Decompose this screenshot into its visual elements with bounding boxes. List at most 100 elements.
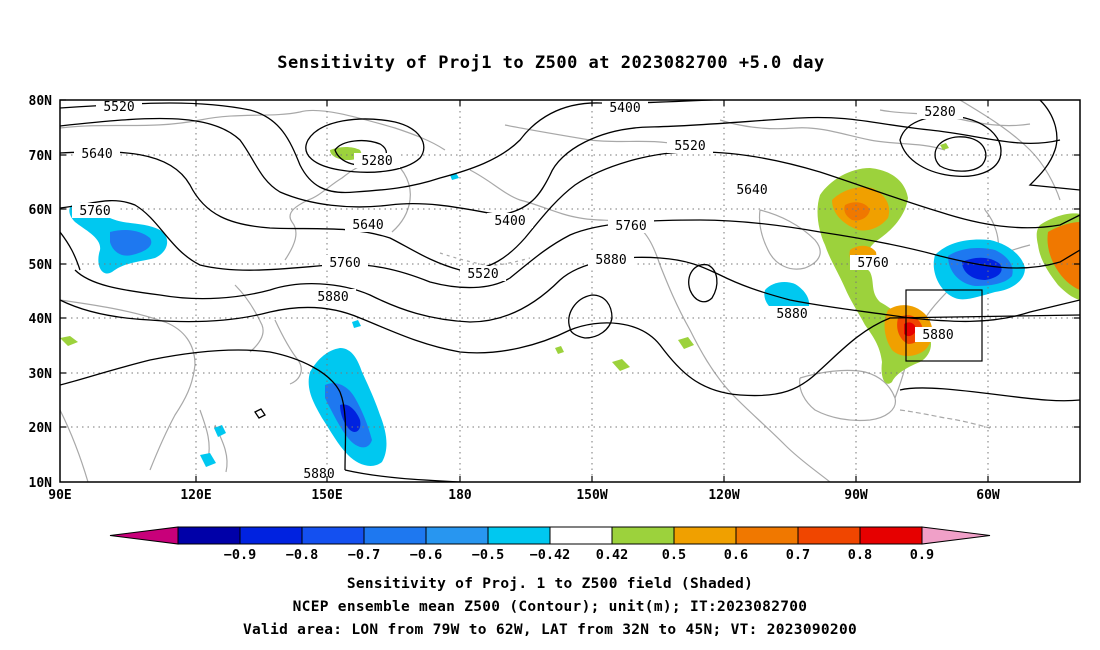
svg-text:5280: 5280: [361, 154, 392, 169]
lat-label-80n: 80N: [29, 94, 53, 109]
contour-label: 5520: [96, 99, 142, 115]
colorbar-label: 0.7: [786, 547, 810, 563]
z500-contours: [60, 100, 1080, 482]
longitude-labels: 90E 120E 150E 180 150W 120W 90W 60W: [48, 488, 1000, 503]
contour-labels: 5520 5640 5760 5280 5400 5640 5760 5880 …: [72, 99, 963, 482]
caption-line-2: NCEP ensemble mean Z500 (Contour); unit(…: [293, 599, 808, 615]
map-frame: [59, 99, 1081, 483]
svg-text:5280: 5280: [924, 105, 955, 120]
svg-text:5400: 5400: [609, 101, 640, 116]
colorbar-swatch: [363, 526, 427, 545]
lon-label-150e: 150E: [311, 488, 342, 503]
contour-label: 5280: [917, 104, 963, 120]
colorbar-label: −0.42: [530, 547, 571, 563]
colorbar-swatch: [425, 526, 489, 545]
svg-text:5640: 5640: [81, 147, 112, 162]
positive-speck: [940, 143, 949, 150]
svg-text:5520: 5520: [103, 100, 134, 115]
contour-label: 5880: [769, 306, 815, 322]
negative-speck: [352, 320, 361, 328]
lon-label-120e: 120E: [180, 488, 211, 503]
colorbar-label: −0.9: [224, 547, 257, 563]
contour-label: 5880: [588, 252, 634, 268]
lon-label-150w: 150W: [576, 488, 607, 503]
colorbar-label: 0.42: [596, 547, 629, 563]
caption-line-3: Valid area: LON from 79W to 62W, LAT fro…: [243, 622, 857, 638]
svg-text:5520: 5520: [674, 139, 705, 154]
svg-text:5640: 5640: [736, 183, 767, 198]
contour-label: 5400: [487, 213, 533, 229]
contour-label: 5640: [74, 146, 120, 162]
lon-label-120w: 120W: [708, 488, 739, 503]
colorbar-label: −0.6: [410, 547, 443, 563]
contour-label: 5400: [602, 100, 648, 116]
caption-line-1: Sensitivity of Proj. 1 to Z500 field (Sh…: [347, 576, 753, 592]
svg-text:5760: 5760: [615, 219, 646, 234]
contour-label: 5760: [72, 203, 118, 219]
lat-label-60n: 60N: [29, 203, 53, 218]
contour-label: 5760: [608, 218, 654, 234]
contour-label: 5520: [460, 266, 506, 282]
lon-label-60w: 60W: [976, 488, 1000, 503]
svg-text:5760: 5760: [857, 256, 888, 271]
negative-speck: [200, 453, 216, 467]
colorbar-label: 0.6: [724, 547, 748, 563]
contour-label: 5280: [354, 153, 400, 169]
lon-label-180: 180: [448, 488, 472, 503]
positive-sensitivity-area: [1047, 222, 1080, 290]
colorbar-label: 0.5: [662, 547, 686, 563]
positive-speck: [60, 336, 78, 346]
contour-label: 5760: [322, 255, 368, 271]
positive-sensitivity-area: [330, 147, 362, 160]
positive-speck: [612, 359, 630, 371]
svg-text:5880: 5880: [595, 253, 626, 268]
svg-text:5880: 5880: [303, 467, 334, 482]
contour-label: 5880: [915, 327, 961, 343]
colorbar-label: −0.8: [286, 547, 319, 563]
colorbar-swatch: [301, 526, 365, 545]
colorbar-swatch: [239, 526, 303, 545]
colorbar-swatch: [549, 526, 613, 545]
svg-text:5880: 5880: [776, 307, 807, 322]
svg-text:5640: 5640: [352, 218, 383, 233]
lat-label-40n: 40N: [29, 312, 53, 327]
positive-speck: [555, 346, 564, 354]
colorbar-label: 0.8: [848, 547, 872, 563]
figure-title: Sensitivity of Proj1 to Z500 at 20230827…: [277, 53, 824, 73]
colorbar-swatch: [735, 526, 799, 545]
negative-sensitivity-area-core: [110, 230, 152, 256]
colorbar-max-triangle: [921, 526, 991, 545]
contour-label: 5640: [345, 217, 391, 233]
colorbar-swatch: [797, 526, 861, 545]
lat-label-20n: 20N: [29, 421, 53, 436]
colorbar-min-triangle: [109, 526, 179, 545]
positive-sensitivity-area: [844, 202, 870, 221]
contour-label: 5640: [729, 182, 775, 198]
lat-label-10n: 10N: [29, 476, 53, 491]
latitude-labels: 80N 70N 60N 50N 40N 30N 20N 10N: [29, 94, 53, 491]
graticule: [60, 100, 1080, 482]
svg-text:5880: 5880: [922, 328, 953, 343]
positive-sensitivity-area: [904, 322, 916, 337]
contour-label: 5520: [667, 138, 713, 154]
colorbar-swatch: [673, 526, 737, 545]
svg-text:5400: 5400: [494, 214, 525, 229]
contour-label: 5760: [850, 255, 896, 271]
colorbar-swatch: [177, 526, 241, 545]
colorbar-swatch: [487, 526, 551, 545]
lon-label-90e: 90E: [48, 488, 71, 503]
contour-label: 5880: [296, 466, 342, 482]
colorbar-label: 0.9: [910, 547, 934, 563]
lat-label-30n: 30N: [29, 367, 53, 382]
colorbar-swatch: [859, 526, 923, 545]
colorbar: −0.9 −0.8 −0.7 −0.6 −0.5 −0.42 0.42 0.5 0.6 0.7 0.…: [109, 526, 991, 563]
svg-text:5880: 5880: [317, 290, 348, 305]
map-area: [60, 100, 1080, 482]
lon-label-90w: 90W: [844, 488, 868, 503]
svg-text:5520: 5520: [467, 267, 498, 282]
valid-area-box: [905, 289, 983, 362]
colorbar-label: −0.7: [348, 547, 381, 563]
tick-marks: [60, 99, 1080, 482]
lat-label-70n: 70N: [29, 149, 53, 164]
